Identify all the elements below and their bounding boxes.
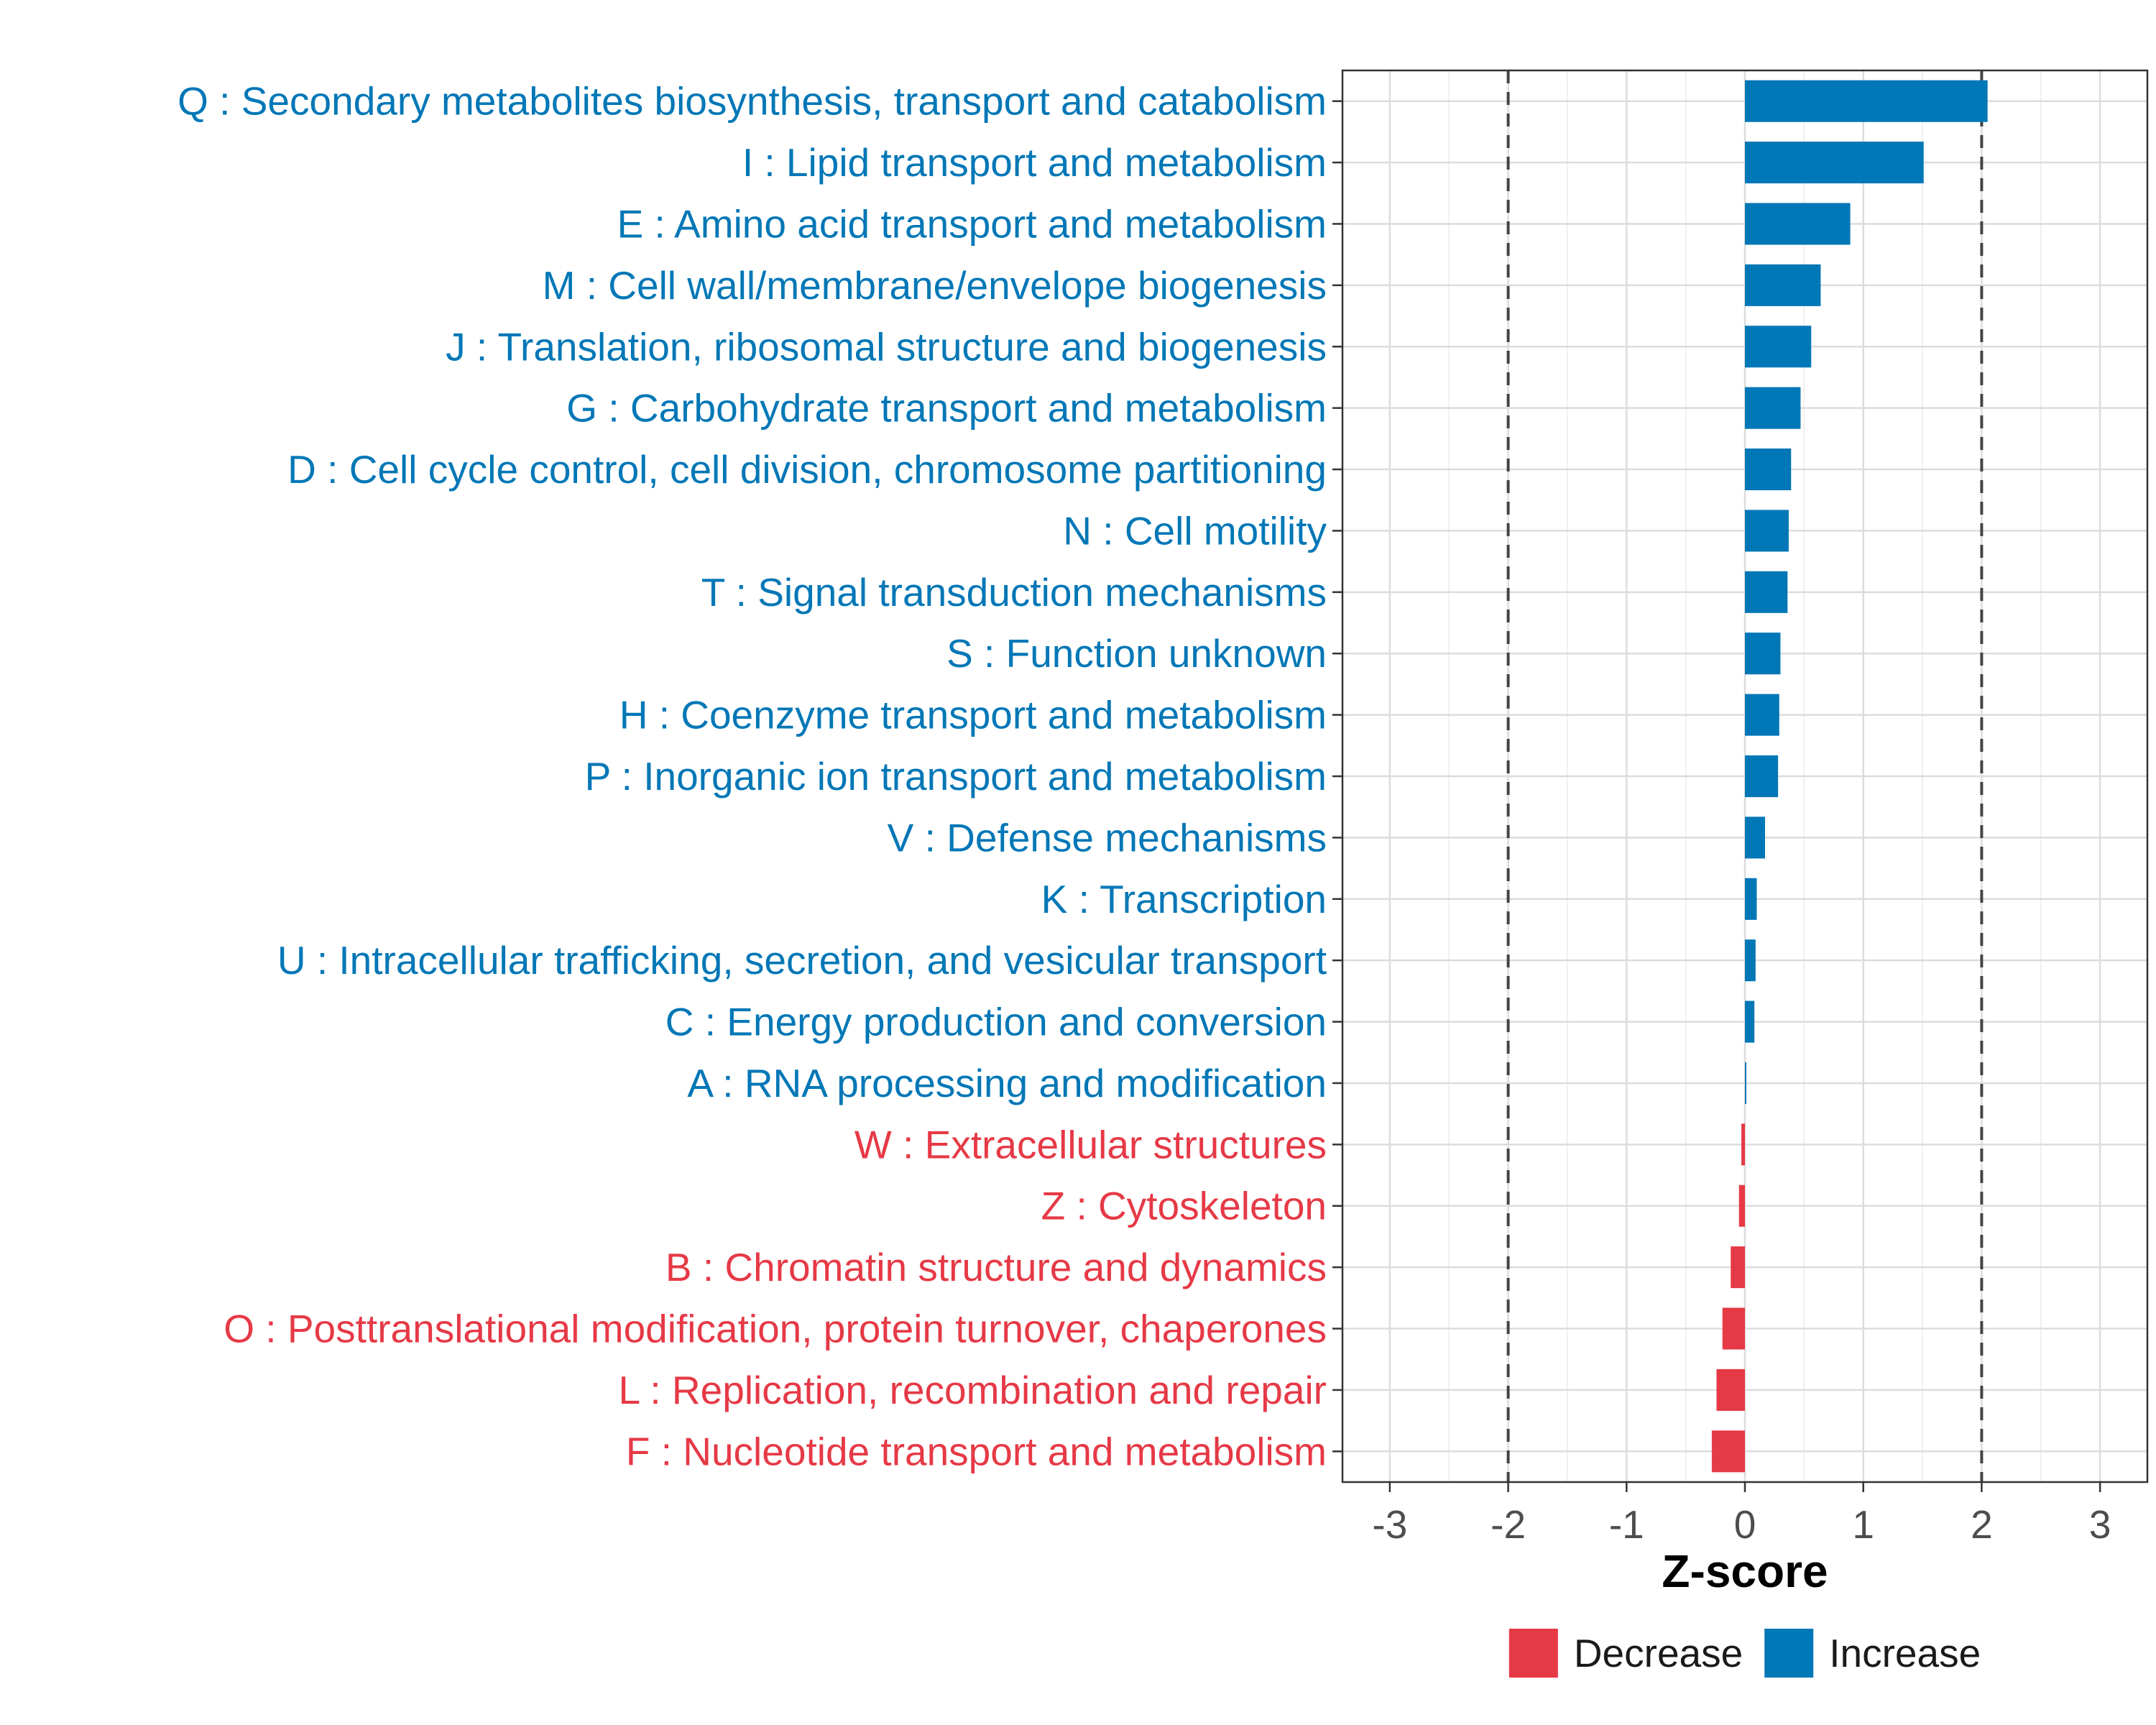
- threshold-lines: [1506, 70, 1984, 1482]
- category-label: D : Cell cycle control, cell division, c…: [287, 447, 1327, 492]
- y-axis-ticks: [1332, 100, 1342, 1453]
- category-label: T : Signal transduction mechanisms: [701, 570, 1327, 615]
- bar: [1745, 142, 1924, 184]
- legend-key-decrease: [1508, 1629, 1558, 1678]
- legend-label-decrease: Decrease: [1574, 1631, 1743, 1675]
- bar: [1745, 80, 1988, 122]
- bar: [1745, 326, 1812, 368]
- x-tick-label: -2: [1491, 1502, 1526, 1547]
- x-tick-label: 0: [1734, 1502, 1756, 1547]
- y-axis-labels: Q : Secondary metabolites biosynthesis, …: [178, 79, 1327, 1474]
- bar: [1745, 816, 1765, 859]
- bar: [1745, 387, 1801, 429]
- category-label: G : Carbohydrate transport and metabolis…: [566, 386, 1327, 431]
- bar: [1745, 939, 1756, 982]
- category-label: S : Function unknown: [946, 631, 1327, 676]
- category-label: W : Extracellular structures: [854, 1122, 1327, 1167]
- bar: [1745, 448, 1792, 491]
- x-tick-label: -1: [1609, 1502, 1644, 1547]
- category-label: V : Defense mechanisms: [888, 815, 1327, 860]
- bar: [1745, 571, 1788, 613]
- bar: [1745, 510, 1789, 552]
- bar: [1716, 1368, 1745, 1411]
- bar: [1745, 1000, 1755, 1043]
- category-label: P : Inorganic ion transport and metaboli…: [585, 754, 1327, 799]
- x-axis-ticks: -3 -2 -1 0 1 2 3: [1372, 1482, 2111, 1547]
- x-axis-title: Z-score: [1662, 1545, 1828, 1597]
- legend-label-increase: Increase: [1829, 1631, 1981, 1675]
- category-label: O : Posttranslational modification, prot…: [224, 1307, 1327, 1351]
- bar: [1731, 1246, 1745, 1289]
- category-label: F : Nucleotide transport and metabolism: [626, 1429, 1327, 1473]
- category-label: C : Energy production and conversion: [665, 1000, 1327, 1044]
- bars: [1711, 80, 1988, 1473]
- bar: [1745, 694, 1779, 736]
- legend-key-increase: [1764, 1629, 1814, 1678]
- legend: Decrease Increase: [1508, 1629, 1981, 1678]
- bar: [1745, 632, 1781, 675]
- bar: [1745, 1062, 1746, 1104]
- bar: [1745, 878, 1757, 920]
- x-tick-label: 2: [1971, 1502, 1993, 1547]
- bar: [1722, 1307, 1745, 1350]
- x-tick-label: 3: [2089, 1502, 2111, 1547]
- category-label: L : Replication, recombination and repai…: [619, 1368, 1327, 1412]
- category-label: J : Translation, ribosomal structure and…: [446, 324, 1327, 369]
- category-label: M : Cell wall/membrane/envelope biogenes…: [543, 263, 1327, 308]
- bar: [1745, 264, 1821, 306]
- category-label: K : Transcription: [1041, 877, 1327, 921]
- bar: [1711, 1430, 1745, 1473]
- x-tick-label: 1: [1852, 1502, 1874, 1547]
- category-label: B : Chromatin structure and dynamics: [665, 1245, 1327, 1289]
- bar: [1738, 1184, 1745, 1227]
- category-label: E : Amino acid transport and metabolism: [617, 201, 1327, 246]
- category-label: I : Lipid transport and metabolism: [742, 140, 1327, 185]
- category-label: N : Cell motility: [1063, 508, 1327, 553]
- category-label: Z : Cytoskeleton: [1041, 1184, 1327, 1228]
- category-label: Q : Secondary metabolites biosynthesis, …: [178, 79, 1327, 124]
- category-label: H : Coenzyme transport and metabolism: [619, 693, 1327, 737]
- category-label: U : Intracellular trafficking, secretion…: [277, 938, 1327, 983]
- bar: [1741, 1123, 1745, 1166]
- bar: [1745, 203, 1851, 245]
- category-label: A : RNA processing and modification: [687, 1061, 1327, 1105]
- bar: [1745, 755, 1779, 798]
- x-tick-label: -3: [1372, 1502, 1407, 1547]
